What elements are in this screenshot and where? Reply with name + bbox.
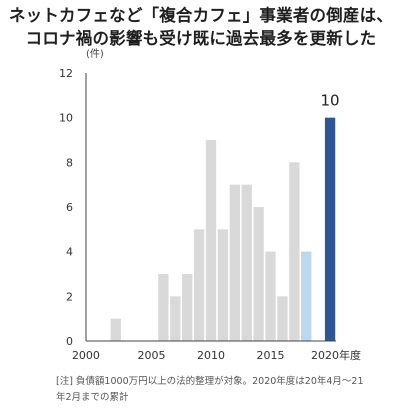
- bar-2006: [158, 274, 169, 341]
- bar-2018: [301, 251, 312, 341]
- bar-2014: [253, 207, 264, 341]
- bar-2016: [277, 296, 288, 341]
- bar-2017: [289, 162, 300, 341]
- x-tick-label: 2000: [72, 349, 100, 362]
- bar-2013: [241, 184, 252, 341]
- bar-2015: [265, 251, 276, 341]
- bar-2020: [324, 117, 336, 342]
- footnote-line-1: [注] 負債額1000万円以上の法的整理が対象。2020年度は20年4月〜21: [56, 376, 364, 387]
- y-axis-unit-label: (件): [86, 48, 104, 60]
- x-tick-label: 2020年度: [311, 348, 361, 362]
- y-tick-label: 12: [59, 67, 73, 80]
- y-tick-label: 6: [66, 201, 73, 214]
- y-tick-label: 4: [66, 246, 73, 259]
- bar-2009: [193, 229, 205, 341]
- y-axis-ticks: 0 2 4 6 8 10 12: [59, 67, 73, 348]
- bar-2010: [205, 140, 217, 341]
- bars: [110, 117, 336, 342]
- chart-title-line-2: コロナ禍の影響も受け既に過去最多を更新した: [25, 29, 377, 48]
- y-tick-label: 10: [59, 112, 73, 125]
- y-tick-label: 8: [66, 156, 73, 169]
- bar-chart: (件) 0 2 4 6 8 10 12 2000 2005 2010 2015 2020年度 10: [59, 48, 361, 362]
- y-tick-label: 2: [66, 290, 73, 303]
- bar-2008: [182, 274, 193, 341]
- x-tick-label: 2005: [137, 349, 165, 362]
- data-label-2020: 10: [321, 92, 340, 110]
- x-axis-ticks: 2000 2005 2010 2015 2020年度: [72, 348, 361, 362]
- x-tick-label: 2010: [197, 349, 225, 362]
- chart-title-line-1: ネットカフェなど「複合カフェ」事業者の倒産は、: [8, 6, 394, 25]
- bar-2002: [110, 318, 121, 341]
- x-tick-label: 2015: [257, 349, 285, 362]
- y-tick-label: 0: [66, 335, 73, 348]
- footnote-line-2: 年2月までの累計: [56, 392, 129, 403]
- bar-2012: [229, 184, 240, 341]
- bar-2007: [170, 296, 181, 341]
- bar-2011: [217, 229, 229, 341]
